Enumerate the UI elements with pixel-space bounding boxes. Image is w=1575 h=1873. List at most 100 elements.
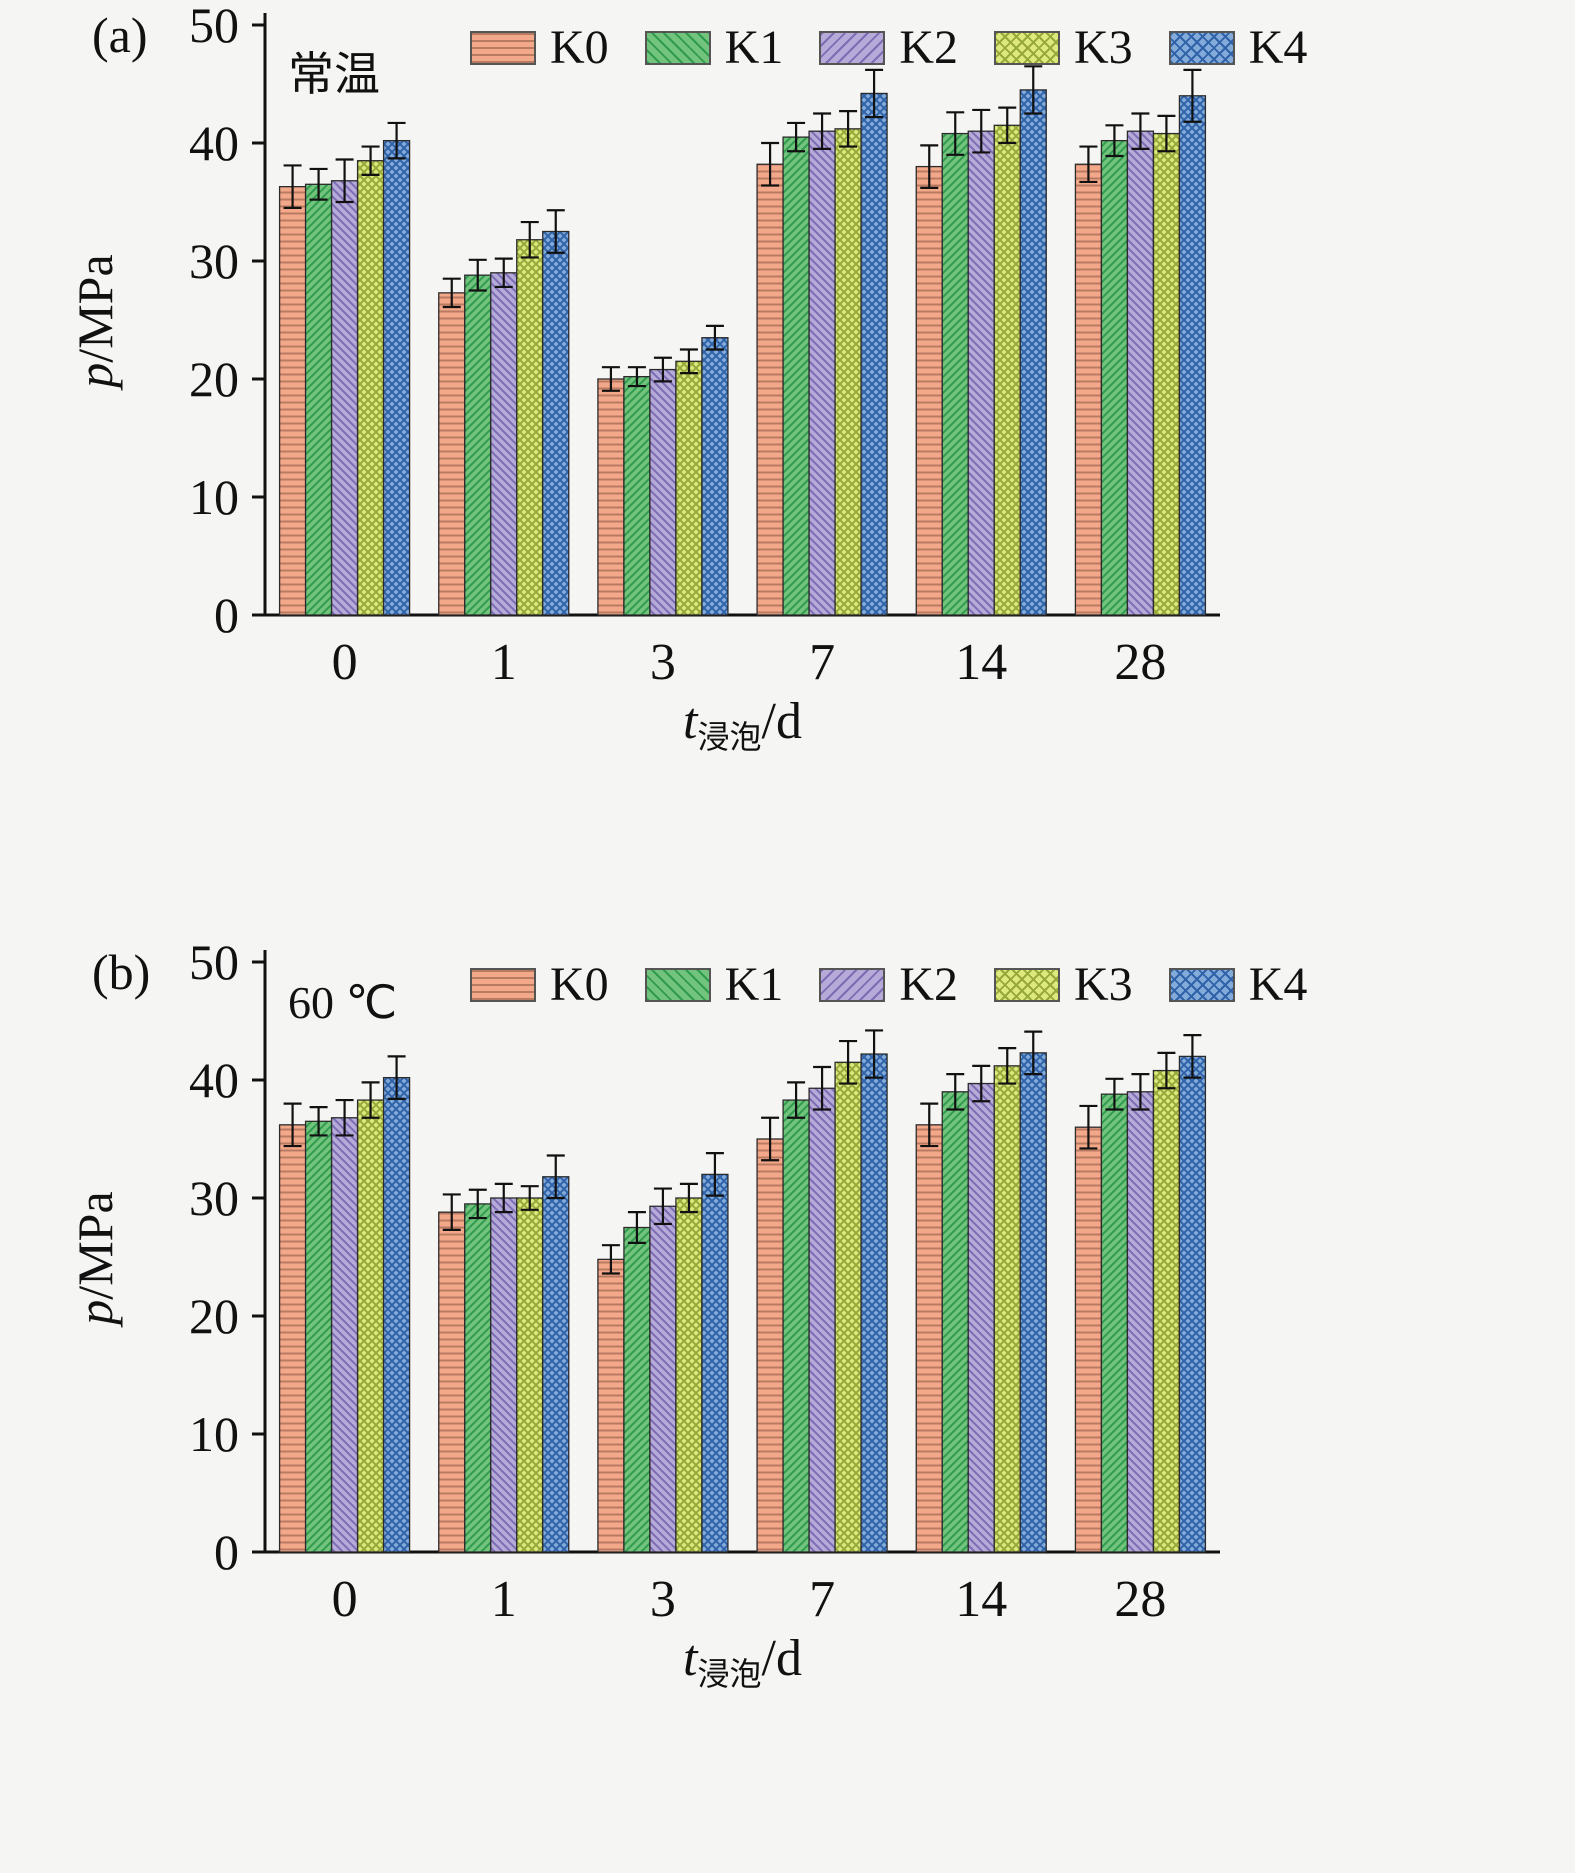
x-tick-label: 14 xyxy=(955,1571,1007,1628)
legend-a: K0 K1 K2 K3 K4 xyxy=(470,20,1307,75)
bar-K1-1 xyxy=(464,1203,492,1553)
x-axis-label-subscript: 浸泡 xyxy=(697,719,762,755)
bar-K2-14 xyxy=(967,1082,995,1553)
y-tick-label: 40 xyxy=(189,1052,239,1108)
y-tick-label: 0 xyxy=(214,587,239,643)
legend-label-K2: K2 xyxy=(899,958,959,1011)
panel-label-a: (a) xyxy=(92,7,148,63)
y-axis-label-symbol: p xyxy=(67,362,123,388)
bar-K4-3 xyxy=(701,337,729,616)
bar-K3-0 xyxy=(356,160,385,616)
x-axis-label-unit: /d xyxy=(761,1630,802,1687)
bar-K3-14 xyxy=(993,124,1021,616)
legend-label-K4: K4 xyxy=(1248,958,1308,1011)
x-tick-label: 1 xyxy=(491,634,517,691)
bar-K1-14 xyxy=(941,1091,969,1553)
y-tick-label: 0 xyxy=(214,1524,239,1580)
bar-K1-7 xyxy=(782,136,810,616)
legend-item-K0: K0 xyxy=(470,20,609,75)
legend-swatch-K4 xyxy=(1168,30,1235,65)
bar-K0-0 xyxy=(278,186,307,616)
bar-K2-3 xyxy=(649,368,677,616)
bar-K4-14 xyxy=(1019,1052,1047,1553)
chart-b-plot: 0 10 20 30 40 50 0 1 3 7 14 28 xyxy=(189,937,1220,1628)
chart-a-plot: 0 10 20 30 40 50 0 1 3 7 14 28 xyxy=(189,0,1220,691)
bar-K3-3 xyxy=(675,1197,703,1553)
bar-K3-14 xyxy=(993,1065,1021,1553)
bar-K4-0 xyxy=(382,139,411,616)
x-axis-label-a: t浸泡/d xyxy=(265,692,1220,758)
legend-swatch-K3 xyxy=(994,967,1061,1002)
bar-K0-28 xyxy=(1074,163,1103,616)
bar-K4-1 xyxy=(542,1176,570,1553)
legend-label-K4: K4 xyxy=(1248,21,1308,74)
y-axis-label-unit: /MPa xyxy=(67,254,123,363)
x-tick-label: 7 xyxy=(809,1571,835,1628)
x-tick-label: 0 xyxy=(332,1571,358,1628)
x-tick-label: 28 xyxy=(1114,634,1166,691)
bar-K2-3 xyxy=(649,1205,677,1553)
bar-K4-14 xyxy=(1019,89,1047,616)
legend-label-K1: K1 xyxy=(724,958,784,1011)
legend-swatch-K3 xyxy=(994,30,1061,65)
legend-label-K0: K0 xyxy=(550,958,609,1011)
legend-item-K4: K4 xyxy=(1168,957,1308,1012)
bar-K4-1 xyxy=(542,230,570,616)
y-axis-label-a: p/MPa xyxy=(66,41,124,601)
legend-item-K3: K3 xyxy=(994,20,1133,75)
legend-item-K0: K0 xyxy=(470,957,609,1012)
bar-K0-28 xyxy=(1074,1126,1103,1553)
bar-K2-14 xyxy=(967,130,995,616)
bar-K1-28 xyxy=(1100,1093,1129,1553)
x-axis-label-subscript: 浸泡 xyxy=(697,1656,762,1692)
x-tick-label: 1 xyxy=(491,1571,517,1628)
bar-K0-3 xyxy=(597,378,625,616)
annotation-b: 60 ℃ xyxy=(288,977,398,1028)
legend-b: K0 K1 K2 K3 K4 xyxy=(470,957,1307,1012)
x-axis-label-unit: /d xyxy=(761,693,802,750)
bar-K1-14 xyxy=(941,132,969,616)
x-axis-label-symbol: t xyxy=(683,1630,698,1687)
legend-item-K3: K3 xyxy=(994,957,1133,1012)
legend-swatch-K0 xyxy=(470,967,536,1002)
bar-K2-7 xyxy=(808,1087,836,1553)
bar-K1-3 xyxy=(623,1226,651,1553)
y-tick-label: 40 xyxy=(189,115,239,171)
bar-K3-7 xyxy=(834,1061,862,1553)
y-tick-label: 30 xyxy=(189,233,239,289)
bar-K0-0 xyxy=(278,1124,307,1553)
bar-K1-0 xyxy=(304,183,333,616)
legend-item-K4: K4 xyxy=(1168,20,1308,75)
bar-K0-14 xyxy=(915,1124,943,1553)
legend-swatch-K1 xyxy=(644,967,711,1002)
bar-K3-28 xyxy=(1152,132,1181,616)
bar-K1-0 xyxy=(304,1120,333,1553)
x-tick-label: 14 xyxy=(955,634,1007,691)
bar-K4-28 xyxy=(1178,95,1207,616)
legend-swatch-K2 xyxy=(819,30,886,65)
x-tick-label: 3 xyxy=(650,1571,676,1628)
y-tick-label: 50 xyxy=(189,0,239,53)
bar-K4-28 xyxy=(1178,1055,1207,1553)
bar-K1-7 xyxy=(782,1099,810,1553)
legend-label-K0: K0 xyxy=(550,21,609,74)
bar-K0-1 xyxy=(438,292,466,616)
chart-panel-a: 0 10 20 30 40 50 0 1 3 7 14 28 (a) 常温 K0 K1 K2 K3 K4 p/… xyxy=(0,0,1575,936)
legend-label-K3: K3 xyxy=(1074,958,1133,1011)
bar-K0-3 xyxy=(597,1258,625,1553)
bar-K4-3 xyxy=(701,1173,729,1553)
bar-K2-0 xyxy=(330,180,359,616)
bar-K1-3 xyxy=(623,375,651,616)
bar-K2-0 xyxy=(330,1117,359,1553)
bar-K4-7 xyxy=(860,92,888,616)
bar-K2-28 xyxy=(1126,130,1155,616)
y-tick-label: 20 xyxy=(189,351,239,407)
bar-K0-14 xyxy=(915,165,943,616)
y-tick-label: 20 xyxy=(189,1288,239,1344)
bar-K0-1 xyxy=(438,1211,466,1553)
x-tick-label: 0 xyxy=(332,634,358,691)
bar-K4-7 xyxy=(860,1053,888,1553)
y-tick-label: 50 xyxy=(189,937,239,990)
y-tick-label: 30 xyxy=(189,1170,239,1226)
